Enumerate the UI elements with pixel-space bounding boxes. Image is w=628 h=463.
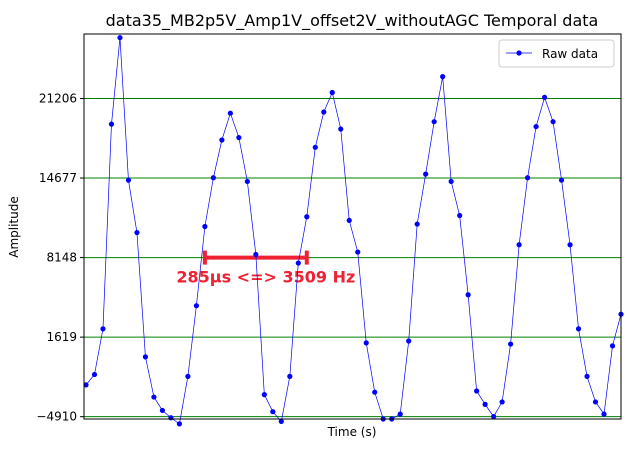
- data-point: [482, 401, 488, 407]
- data-point: [236, 134, 242, 141]
- data-point: [151, 394, 157, 400]
- data-point: [550, 119, 556, 125]
- data-point: [491, 413, 497, 420]
- data-point: [91, 371, 98, 378]
- data-point: [304, 214, 310, 220]
- data-point: [287, 373, 293, 379]
- grid-lines: [84, 97, 621, 418]
- data-point: [584, 373, 590, 379]
- data-point: [295, 260, 301, 266]
- data-point: [406, 338, 412, 344]
- plot-area-frame: [83, 33, 622, 420]
- data-point: [465, 292, 471, 298]
- y-tick-label: 8148: [46, 251, 77, 265]
- data-point: [524, 175, 531, 181]
- data-point: [423, 171, 429, 177]
- data-point: [499, 399, 505, 405]
- data-point: [202, 223, 208, 230]
- y-tick-label: −4910: [36, 410, 77, 424]
- data-point: [567, 242, 573, 248]
- data-point: [227, 110, 233, 116]
- data-point: [168, 415, 174, 421]
- data-point: [346, 217, 352, 224]
- data-point: [329, 89, 335, 96]
- data-point: [312, 144, 318, 150]
- data-point: [142, 354, 149, 360]
- data-point: [474, 388, 480, 394]
- data-point: [278, 418, 284, 425]
- chart-title: data35_MB2p5V_Amp1V_offset2V_withoutAGC …: [106, 11, 599, 31]
- x-axis-label: Time (s): [327, 425, 377, 439]
- data-point: [363, 340, 369, 346]
- data-point: [338, 126, 344, 132]
- y-axis-ticks: −4910 1619 8148 14677 21206: [36, 91, 84, 424]
- legend-marker-swatch: [516, 50, 522, 56]
- data-point: [533, 123, 539, 130]
- data-point: [185, 373, 191, 379]
- data-point: [457, 212, 463, 219]
- data-point: [431, 119, 437, 125]
- y-tick-label: 21206: [39, 91, 77, 105]
- data-point: [575, 326, 582, 332]
- data-point: [117, 35, 123, 41]
- period-annotation-label: 285μs <=> 3509 Hz: [176, 268, 355, 287]
- data-point: [219, 137, 225, 143]
- y-axis-label: Amplitude: [7, 196, 21, 258]
- data-point: [609, 343, 616, 349]
- data-point: [414, 221, 420, 227]
- data-point: [440, 74, 446, 80]
- data-point: [244, 178, 250, 185]
- data-point: [355, 249, 361, 255]
- annotation-group: 285μs <=> 3509 Hz: [176, 250, 355, 287]
- y-tick-label: 14677: [39, 171, 77, 185]
- data-point: [159, 407, 166, 414]
- data-point: [83, 382, 89, 388]
- data-point: [176, 421, 183, 427]
- data-point: [592, 399, 599, 405]
- y-tick-label: 1619: [46, 330, 77, 344]
- legend-box: [498, 39, 615, 68]
- data-point: [270, 409, 276, 415]
- data-point: [516, 242, 522, 248]
- data-point: [601, 411, 607, 417]
- data-point: [193, 303, 199, 309]
- data-point: [558, 177, 565, 183]
- series-raw-data: [83, 35, 624, 427]
- data-point: [134, 229, 140, 236]
- data-point: [541, 94, 548, 100]
- data-point: [397, 411, 403, 417]
- data-point: [100, 326, 106, 332]
- legend-label-raw-data: Raw data: [542, 47, 598, 61]
- data-point: [108, 121, 115, 127]
- data-point: [261, 392, 267, 398]
- data-point: [253, 251, 259, 258]
- series-line: [85, 37, 622, 425]
- data-point: [125, 177, 132, 183]
- data-point: [508, 341, 514, 347]
- data-point: [321, 109, 327, 115]
- data-point: [448, 178, 454, 185]
- data-point: [372, 389, 378, 395]
- legend: Raw data: [498, 39, 615, 68]
- data-point: [210, 175, 216, 181]
